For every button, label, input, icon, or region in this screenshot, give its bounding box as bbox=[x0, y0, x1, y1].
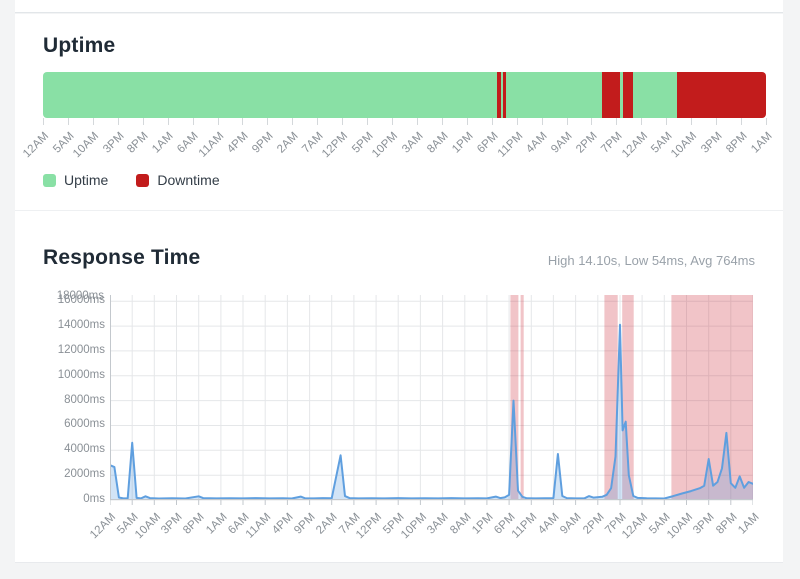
axis-tick bbox=[416, 118, 418, 125]
uptime-segment-up[interactable] bbox=[506, 72, 603, 118]
uptime-segment-up[interactable] bbox=[501, 72, 504, 118]
legend-label: Uptime bbox=[64, 172, 109, 188]
response-time-stats: High 14.10s, Low 54ms, Avg 764ms bbox=[547, 253, 755, 268]
axis-tick bbox=[342, 118, 344, 125]
axis-tick bbox=[691, 118, 693, 125]
axis-tick bbox=[192, 118, 194, 125]
uptime-section-title: Uptime bbox=[43, 34, 116, 57]
legend-label: Downtime bbox=[157, 172, 220, 188]
axis-tick bbox=[167, 118, 169, 125]
monitor-card: Uptime 12AM 5AM 10AM 3PM 8PM 1AM 6AM 11AM 4PM 9PM… bbox=[15, 14, 783, 563]
axis-tick bbox=[516, 118, 518, 125]
y-axis-label: 2000ms bbox=[64, 468, 105, 481]
uptime-segment-down[interactable] bbox=[623, 72, 634, 118]
y-axis-label: 4000ms bbox=[64, 443, 105, 456]
y-axis-label: 14000ms bbox=[57, 319, 105, 332]
legend-item-down: Downtime bbox=[136, 172, 220, 188]
axis-tick bbox=[117, 118, 119, 125]
axis-tick bbox=[242, 118, 244, 125]
uptime-bar-ticks bbox=[43, 118, 767, 125]
axis-tick bbox=[491, 118, 493, 125]
axis-tick bbox=[741, 118, 743, 125]
uptime-time-axis: 12AM 5AM 10AM 3PM 8PM 1AM 6AM 11AM 4PM 9PM 2AM 7AM 1… bbox=[21, 130, 775, 161]
legend-swatch-up bbox=[43, 173, 56, 187]
axis-tick bbox=[666, 118, 668, 125]
axis-tick bbox=[616, 118, 618, 125]
y-axis-labels: 0ms 2000ms 4000ms 6000ms 8000ms 10000ms 12000m… bbox=[43, 290, 110, 505]
y-axis-label: 10000ms bbox=[57, 368, 105, 381]
axis-tick bbox=[292, 118, 294, 125]
axis-tick bbox=[766, 118, 767, 125]
response-time-chart[interactable]: 0ms 2000ms 4000ms 6000ms 8000ms 10000ms 12000m… bbox=[43, 290, 762, 559]
legend-item-up: Uptime bbox=[43, 172, 108, 188]
axis-tick bbox=[641, 118, 643, 125]
axis-tick bbox=[541, 118, 543, 125]
uptime-segment-down[interactable] bbox=[602, 72, 620, 118]
axis-tick bbox=[217, 118, 219, 125]
response-time-title: Response Time bbox=[43, 246, 201, 269]
legend-swatch-down bbox=[136, 173, 150, 187]
axis-tick bbox=[142, 118, 144, 125]
y-axis-label: 8000ms bbox=[64, 393, 105, 406]
uptime-segment-up[interactable] bbox=[43, 72, 497, 118]
axis-tick bbox=[317, 118, 319, 125]
response-time-plot[interactable] bbox=[110, 295, 753, 506]
uptime-segment-up[interactable] bbox=[633, 72, 677, 118]
axis-tick bbox=[716, 118, 718, 125]
axis-tick bbox=[566, 118, 568, 125]
axis-tick bbox=[591, 118, 593, 125]
section-divider bbox=[15, 210, 783, 211]
uptime-segment-down[interactable] bbox=[496, 72, 502, 118]
y-axis-label: 0ms bbox=[83, 493, 105, 505]
axis-tick bbox=[466, 118, 468, 125]
y-axis-label: 6000ms bbox=[64, 418, 105, 431]
axis-tick bbox=[67, 118, 69, 125]
uptime-segment-down[interactable] bbox=[676, 72, 766, 118]
y-axis-label: 12000ms bbox=[57, 343, 105, 356]
axis-tick bbox=[367, 118, 369, 125]
uptime-segment-up[interactable] bbox=[619, 72, 624, 118]
axis-tick bbox=[441, 118, 443, 125]
axis-tick bbox=[43, 118, 44, 125]
response-time-x-axis: 12AM 5AM 10AM 3PM 8PM 1AM 6AM 11AM 4PM 9PM 2AM 7AM 1… bbox=[88, 511, 762, 542]
previous-card-bottom-edge bbox=[15, 0, 783, 13]
y-axis-label: 16000ms bbox=[57, 294, 105, 307]
uptime-legend: Uptime Downtime bbox=[43, 172, 220, 188]
uptime-segment-down[interactable] bbox=[503, 72, 507, 118]
uptime-bar[interactable] bbox=[43, 72, 766, 118]
axis-tick bbox=[92, 118, 94, 125]
axis-tick bbox=[392, 118, 394, 125]
y-axis-label: 18000ms bbox=[56, 290, 104, 303]
axis-tick bbox=[267, 118, 269, 125]
